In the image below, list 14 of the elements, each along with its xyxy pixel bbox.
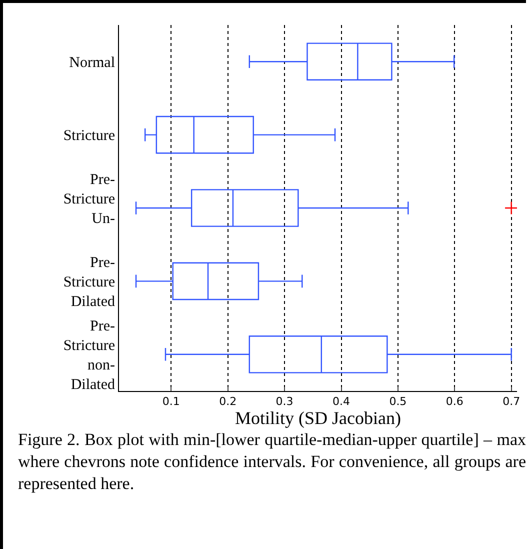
y-tick-label: Pre-Stricture Dilated bbox=[63, 254, 116, 310]
x-tick-label: 0.5 bbox=[389, 395, 407, 408]
y-tick-label: Normal bbox=[69, 54, 115, 71]
x-tick-label: 0.3 bbox=[276, 395, 294, 408]
y-tick-label: Pre-Stricture non-Dilated bbox=[63, 318, 116, 393]
caption: Figure 2. Box plot with min-[lower quartile-median-upper quartile] – max where chevrons note confidence intervals. For convenience, all groups are represented here. bbox=[18, 429, 526, 495]
x-tick-label: 0.1 bbox=[162, 395, 180, 408]
x-tick-label: 0.4 bbox=[332, 395, 350, 408]
x-tick-label: 0.2 bbox=[219, 395, 237, 408]
y-tick-label: Pre-Stricture Un- bbox=[63, 172, 116, 227]
x-tick-label: 0.6 bbox=[446, 395, 464, 408]
x-axis-title: Motility (SD Jacobian) bbox=[235, 408, 401, 428]
y-tick-label: Stricture bbox=[63, 128, 116, 144]
x-tick-label: 0.7 bbox=[502, 395, 520, 408]
